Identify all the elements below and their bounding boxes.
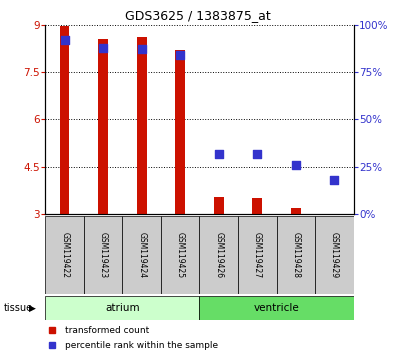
- Bar: [98, 39, 108, 214]
- Bar: [238, 216, 276, 294]
- Text: GSM119428: GSM119428: [291, 232, 300, 278]
- Bar: [161, 216, 199, 294]
- Text: atrium: atrium: [105, 303, 140, 313]
- Bar: [137, 38, 147, 214]
- Text: ventricle: ventricle: [254, 303, 299, 313]
- Bar: [276, 216, 315, 294]
- Point: [254, 151, 260, 156]
- Text: GSM119425: GSM119425: [176, 232, 185, 278]
- Bar: [84, 216, 122, 294]
- Bar: [199, 216, 238, 294]
- Text: GDS3625 / 1383875_at: GDS3625 / 1383875_at: [125, 9, 270, 22]
- Bar: [45, 296, 199, 320]
- Bar: [214, 197, 224, 214]
- Text: GSM119422: GSM119422: [60, 232, 69, 278]
- Text: GSM119426: GSM119426: [214, 232, 223, 278]
- Point: [100, 45, 106, 50]
- Bar: [291, 208, 301, 214]
- Bar: [315, 216, 354, 294]
- Point: [293, 162, 299, 168]
- Point: [177, 52, 183, 58]
- Text: ▶: ▶: [29, 303, 36, 313]
- Text: transformed count: transformed count: [66, 326, 150, 335]
- Text: GSM119424: GSM119424: [137, 232, 146, 278]
- Point: [331, 177, 337, 183]
- Bar: [60, 26, 70, 214]
- Bar: [122, 216, 161, 294]
- Point: [216, 151, 222, 156]
- Text: GSM119429: GSM119429: [330, 232, 339, 278]
- Text: percentile rank within the sample: percentile rank within the sample: [66, 341, 218, 350]
- Point: [62, 37, 68, 43]
- Bar: [175, 50, 185, 214]
- Bar: [45, 216, 84, 294]
- Text: GSM119427: GSM119427: [253, 232, 262, 278]
- Bar: [329, 213, 339, 214]
- Point: [139, 47, 145, 52]
- Text: tissue: tissue: [4, 303, 33, 313]
- Bar: [252, 198, 262, 214]
- Bar: [199, 296, 354, 320]
- Text: GSM119423: GSM119423: [99, 232, 108, 278]
